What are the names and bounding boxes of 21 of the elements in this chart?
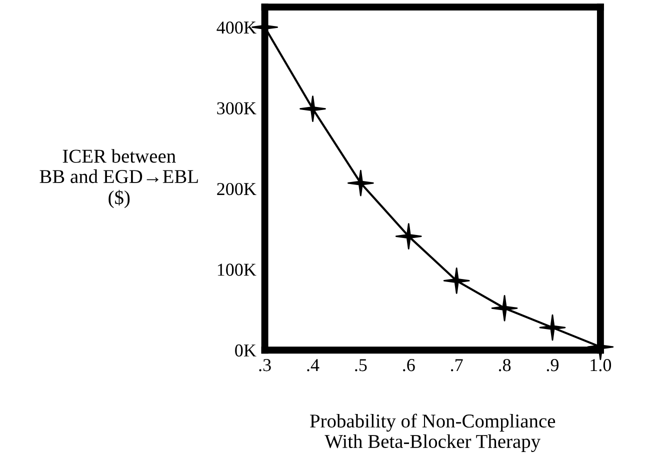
x-tick-label: .5 xyxy=(355,359,367,372)
y-tick-label: 100K xyxy=(218,264,256,276)
x-tick-label: .9 xyxy=(546,359,559,372)
x-tick-label: .8 xyxy=(498,359,511,372)
point xyxy=(348,170,374,196)
y-tick-label: 300K xyxy=(217,102,256,114)
point xyxy=(539,314,566,341)
x-tick-label: .4 xyxy=(307,359,320,372)
x-tick-label: 1.0 xyxy=(590,359,612,372)
y-tick-label: 0K xyxy=(235,344,256,357)
point xyxy=(491,294,518,322)
x-tick-label: .3 xyxy=(259,359,271,372)
x-axis-title: Probability of Non-Compliance With Beta-Blocker Therapy xyxy=(310,414,556,452)
x-tick-label: .6 xyxy=(403,359,415,372)
x-tick-label: .7 xyxy=(451,359,463,372)
point xyxy=(443,268,470,294)
y-tick-label: 400K xyxy=(216,21,256,34)
y-axis-title: ICER between BB and EGD→EBL ($) xyxy=(40,149,198,208)
point xyxy=(395,223,422,250)
y-tick-label: 200K xyxy=(217,182,256,196)
point xyxy=(300,96,326,122)
